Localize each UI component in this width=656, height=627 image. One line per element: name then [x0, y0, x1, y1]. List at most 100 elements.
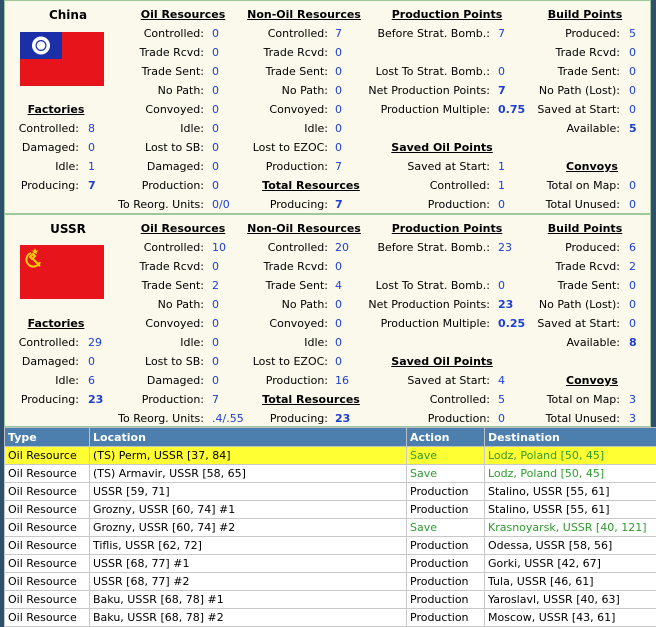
stat-value: 7	[498, 84, 506, 97]
stat-value: 7	[335, 198, 343, 211]
stat-label: Total on Map:	[546, 393, 620, 406]
stat-label: Production Multiple:	[380, 103, 490, 116]
stat-value: 0	[629, 317, 636, 330]
stat-label: Controlled:	[267, 241, 328, 254]
stat-value: 0	[335, 298, 342, 311]
table-cell: Oil Resource	[4, 482, 90, 501]
stat-label: Trade Rcvd:	[263, 46, 328, 59]
country-panel: USSR Factories Controlled: 29 Damaged: 0 Idle:…	[4, 214, 651, 427]
table-cell: Gorki, USSR [42, 67]	[484, 554, 656, 573]
stat-label: Total Unused:	[545, 412, 620, 425]
stat-label: Trade Rcvd:	[555, 46, 620, 59]
stat-label: Lost to EZOC:	[252, 355, 328, 368]
stat-label: Production:	[427, 412, 490, 425]
stat-value: 0	[88, 141, 95, 154]
stat-value: 0	[629, 298, 636, 311]
flag	[20, 32, 104, 86]
stat-value: 0	[212, 46, 219, 59]
stat-label: Lost to SB:	[145, 141, 204, 154]
section-title: Non-Oil Resources	[247, 222, 361, 235]
stat-value: 3	[629, 393, 636, 406]
stat-label: Idle:	[304, 122, 328, 135]
table-cell: USSR [68, 77] #1	[89, 554, 407, 573]
column-header[interactable]: Location	[89, 427, 407, 447]
table-cell: Production	[406, 554, 485, 573]
table-cell: Oil Resource	[4, 518, 90, 537]
section-title: Factories	[27, 103, 85, 116]
table-row[interactable]: Oil Resource USSR [59, 71] Production Stali…	[4, 482, 656, 501]
stat-label: Producing:	[269, 198, 328, 211]
stat-label: Convoyed:	[145, 317, 204, 330]
stat-value: 0	[498, 198, 505, 211]
stat-value: 4	[335, 279, 342, 292]
stat-label: Trade Rcvd:	[139, 260, 204, 273]
stat-value: 0	[629, 65, 636, 78]
stat-label: Controlled:	[429, 179, 490, 192]
stat-value: 3	[629, 412, 636, 425]
table-cell: Grozny, USSR [60, 74] #1	[89, 500, 407, 519]
stat-value: 0	[88, 355, 95, 368]
stat-value: 20	[335, 241, 349, 254]
stat-label: Trade Sent:	[265, 65, 328, 78]
stat-value: 0	[212, 103, 219, 116]
table-cell: Production	[406, 608, 485, 627]
table-cell: Oil Resource	[4, 572, 90, 591]
table-row[interactable]: Oil Resource USSR [68, 77] #2 Production Tu…	[4, 572, 656, 591]
section-title: Convoys	[566, 160, 618, 173]
stat-value: 1	[498, 179, 505, 192]
stat-label: Idle:	[180, 122, 204, 135]
table-row[interactable]: Oil Resource Tiflis, USSR [62, 72] Product…	[4, 536, 656, 555]
stat-value: 0	[335, 46, 342, 59]
stat-label: Idle:	[55, 160, 79, 173]
column-header[interactable]: Action	[406, 427, 485, 447]
stat-value: 0	[629, 279, 636, 292]
table-row[interactable]: Oil Resource (TS) Armavir, USSR [58, 65] S…	[4, 464, 656, 483]
stat-label: Damaged:	[21, 141, 79, 154]
stat-label: No Path:	[157, 84, 204, 97]
stat-value: 6	[88, 374, 95, 387]
table-cell: Oil Resource	[4, 500, 90, 519]
stat-label: Damaged:	[21, 355, 79, 368]
stat-label: Total Unused:	[545, 198, 620, 211]
stat-value: 0/0	[212, 198, 230, 211]
section-title: Production Points	[391, 222, 503, 235]
flag	[20, 245, 104, 299]
stat-value: 8	[629, 336, 637, 349]
stat-value: 0	[212, 65, 219, 78]
stat-value: 5	[629, 122, 637, 135]
table-row[interactable]: Oil Resource (TS) Perm, USSR [37, 84] Save…	[4, 446, 656, 465]
section-title: Total Resources	[262, 179, 360, 192]
stat-label: Controlled:	[18, 122, 79, 135]
stat-value: 0	[335, 122, 342, 135]
stat-value: 0	[335, 355, 342, 368]
column-header[interactable]: Destination	[484, 427, 656, 447]
stat-value: 29	[88, 336, 102, 349]
stat-value: 0	[212, 160, 219, 173]
stat-value: 5	[498, 393, 505, 406]
table-cell: Baku, USSR [68, 78] #1	[89, 590, 407, 609]
table-cell: Production	[406, 590, 485, 609]
table-row[interactable]: Oil Resource Grozny, USSR [60, 74] #2 Save…	[4, 518, 656, 537]
stat-value: 7	[212, 393, 219, 406]
section-title: Build Points	[547, 8, 623, 21]
table-row[interactable]: Oil Resource USSR [68, 77] #1 Production Go…	[4, 554, 656, 573]
country-name: USSR	[50, 222, 86, 236]
stat-value: 0	[629, 198, 636, 211]
table-row[interactable]: Oil Resource Baku, USSR [68, 78] #2 Produc…	[4, 608, 656, 627]
stat-label: Available:	[566, 336, 621, 349]
stat-value: 0.25	[498, 317, 526, 330]
stat-value: 2	[629, 260, 636, 273]
stat-label: Trade Sent:	[141, 279, 204, 292]
stat-value: 0	[212, 84, 219, 97]
table-row[interactable]: Oil Resource Baku, USSR [68, 78] #1 Produc…	[4, 590, 656, 609]
stat-label: Net Production Points:	[368, 84, 490, 97]
stat-label: Lost to SB:	[145, 355, 204, 368]
table-row[interactable]: Oil Resource Grozny, USSR [60, 74] #1 Prod…	[4, 500, 656, 519]
stat-value: 0.75	[498, 103, 526, 116]
column-header[interactable]: Type	[4, 427, 90, 447]
table-cell: (TS) Armavir, USSR [58, 65]	[89, 464, 407, 483]
stat-label: Net Production Points:	[368, 298, 490, 311]
stat-label: Trade Sent:	[557, 279, 620, 292]
stat-label: Controlled:	[143, 241, 204, 254]
stat-label: Trade Sent:	[265, 279, 328, 292]
